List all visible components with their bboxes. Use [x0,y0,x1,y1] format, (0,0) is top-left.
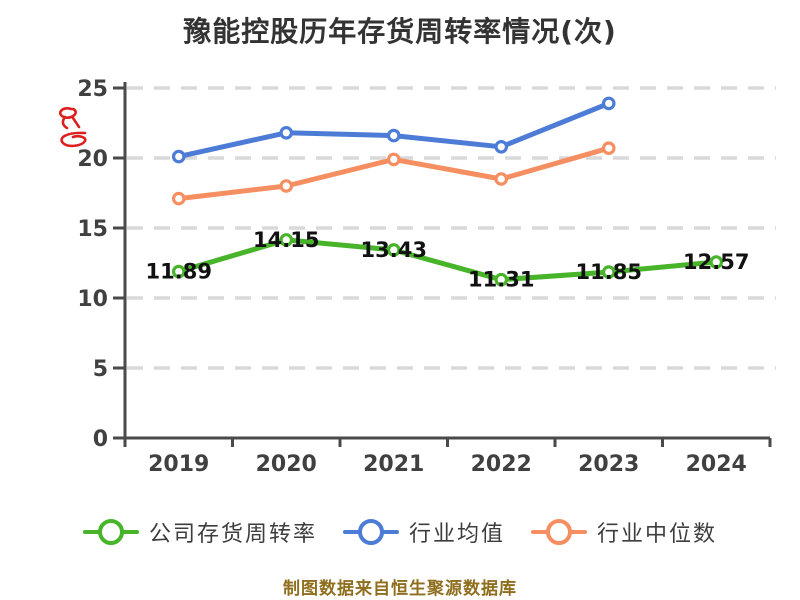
x-tick-label: 2019 [148,452,209,477]
x-tick-label: 2021 [363,452,424,477]
industry-median-data-point [601,141,616,155]
industry-avg-data-point [494,140,509,154]
y-tick-label: 20 [77,147,108,172]
x-tick-label: 2020 [256,452,317,477]
y-tick-label: 10 [77,287,108,312]
company-data-point-label: 11.89 [146,260,212,284]
y-tick-label: 25 [77,77,108,102]
company-data-point [601,265,616,279]
y-tick-label: 5 [93,357,108,382]
legend-item-company: 公司存货周转率 [82,516,317,548]
legend-label-company: 公司存货周转率 [148,522,317,547]
company-data-point-label: 12.57 [683,250,749,274]
company-data-point-label: 14.15 [253,228,319,252]
legend-label-industry-median: 行业中位数 [597,522,718,547]
industry-avg-data-point [601,96,616,111]
chart-legend: 公司存货周转率 行业均值 行业中位数 [0,516,800,548]
industry-median-data-point [279,179,294,193]
industry-avg-data-point [279,126,294,140]
industry-avg-data-point [386,128,401,143]
legend-label-industry-avg: 行业均值 [408,522,505,547]
data-source-note: 制图数据来自恒生聚源数据库 [283,579,517,599]
legend-item-industry-median: 行业中位数 [531,516,717,548]
y-tick-label: 15 [77,217,108,242]
x-tick-label: 2023 [578,452,639,477]
x-tick-label: 2022 [471,452,532,477]
company-data-point [386,243,401,257]
legend-item-industry-avg: 行业均值 [342,516,505,548]
industry-median-data-point [386,152,401,167]
company-data-point [171,264,186,279]
company-data-point-label: 11.31 [468,268,534,292]
company-series-line [176,237,719,283]
industry-median-series-marker-icon [531,518,587,546]
company-data-point [709,255,724,269]
industry-median-data-point [494,172,509,186]
x-tick-label: 2024 [686,452,747,477]
red-watermark-icon [59,107,87,148]
company-series-marker-icon [82,518,139,546]
y-tick-label: 0 [93,427,108,452]
industry-avg-series-marker-icon [342,518,399,546]
company-data-point-label: 13.43 [361,238,427,262]
industry-median-data-point [171,191,186,206]
company-data-point-label: 11.85 [576,260,642,284]
company-data-point [494,272,509,287]
company-data-point [279,233,294,247]
chart-title: 豫能控股历年存货周转率情况(次) [183,15,617,48]
industry-avg-data-point [171,149,186,164]
